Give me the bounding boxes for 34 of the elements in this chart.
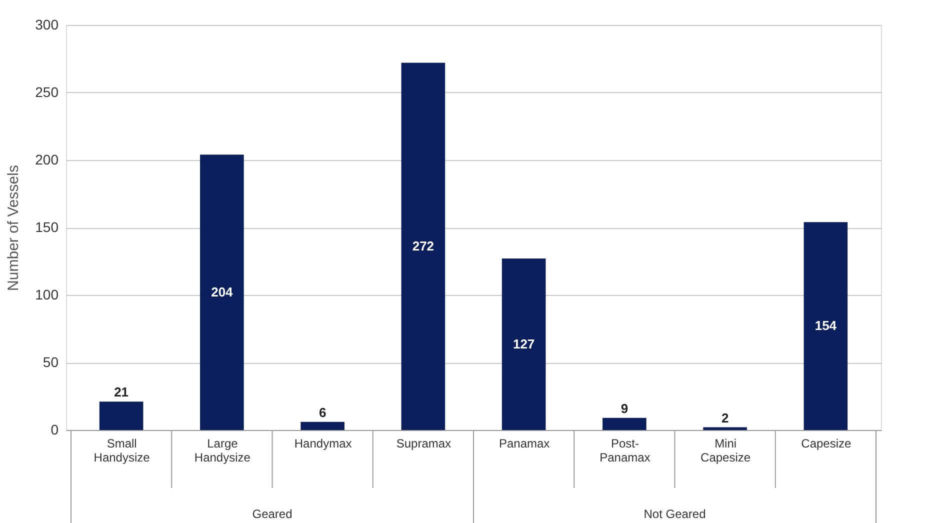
y-tick-label: 150 xyxy=(35,219,59,235)
bar xyxy=(502,258,546,430)
x-tick-label: Handymax xyxy=(294,436,352,450)
bar xyxy=(703,427,747,430)
x-tick-label: Small Handysize xyxy=(94,436,150,464)
y-tick-label: 250 xyxy=(35,84,59,100)
x-tick-label: Large Handysize xyxy=(194,436,251,464)
bar xyxy=(200,154,244,430)
bar xyxy=(99,402,144,430)
data-label: 204 xyxy=(211,284,234,300)
y-tick-label: 100 xyxy=(35,286,59,302)
data-label: 21 xyxy=(114,384,129,400)
y-tick-label: 50 xyxy=(42,354,59,370)
text: Not Geared xyxy=(644,507,706,521)
x-tick-label: Capesize xyxy=(801,436,852,450)
x-tick-label: Supramax xyxy=(396,436,452,450)
bar xyxy=(300,422,344,430)
data-label: 6 xyxy=(318,404,326,420)
x-tick-label: Mini Capesize xyxy=(700,436,751,464)
y-axis-title: Number of Vessels xyxy=(5,165,22,291)
data-label: 9 xyxy=(620,400,628,416)
x-tick-label: Post-Panamax xyxy=(600,436,650,464)
y-tick-label: 200 xyxy=(35,152,59,168)
data-label: 127 xyxy=(512,336,535,352)
data-label: 154 xyxy=(814,318,838,334)
data-label: 272 xyxy=(412,238,434,254)
data-label: 2 xyxy=(721,410,729,426)
bar xyxy=(602,418,646,430)
bar xyxy=(401,62,446,430)
x-tick-label: Panamax xyxy=(498,436,550,450)
y-tick-label: 300 xyxy=(35,16,59,32)
text: Geared xyxy=(252,507,292,521)
bar xyxy=(804,222,848,430)
y-tick-label: 0 xyxy=(50,422,59,438)
